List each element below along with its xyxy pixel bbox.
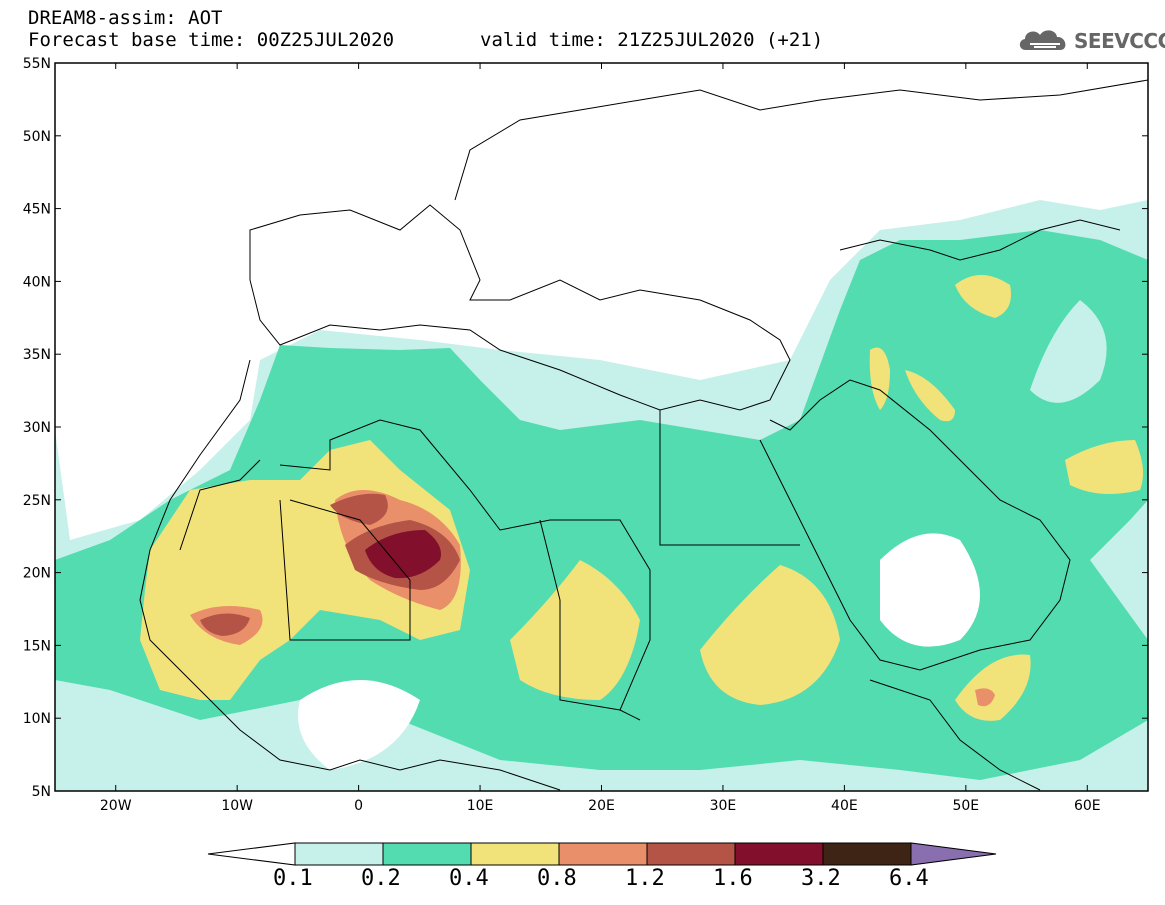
aot-band-0-4 — [905, 370, 955, 422]
map-title: DREAM8-assim: AOT — [28, 7, 223, 29]
seevccc-logo: SEEVCCC — [1016, 24, 1165, 58]
latitude-label: 5N — [32, 784, 51, 800]
latitude-label: 15N — [23, 638, 51, 654]
longitude-label: 50E — [952, 798, 979, 814]
colorbar-min-arrow — [207, 842, 296, 866]
longitude-label: 40E — [831, 798, 858, 814]
cloud-icon — [1019, 30, 1066, 50]
colorbar-swatch — [382, 842, 472, 866]
colorbar-label: 0.1 — [273, 866, 313, 891]
longitude-label: 20E — [588, 798, 615, 814]
colorbar-label: 1.2 — [625, 866, 665, 891]
latitude-label: 25N — [23, 493, 51, 509]
aot-band-0-4 — [1065, 440, 1144, 494]
latitude-label: 10N — [23, 711, 51, 727]
latitude-label: 45N — [23, 202, 51, 218]
latitude-label: 30N — [23, 420, 51, 436]
longitude-label: 10W — [221, 798, 253, 814]
aot-band-1-6 — [365, 530, 441, 579]
colorbar-swatch — [646, 842, 736, 866]
colorbar-swatch — [734, 842, 824, 866]
latitude-labels: 55N 50N 45N 40N 35N 30N 25N 20N 15N 10N 5N — [23, 56, 51, 800]
aot-gap-region — [880, 533, 980, 647]
latitude-label: 20N — [23, 566, 51, 582]
forecast-base-time: Forecast base time: 00Z25JUL2020 — [28, 29, 395, 51]
aot-band-0-4 — [700, 565, 840, 705]
colorbar-max-arrow — [910, 842, 997, 866]
aot-band-0-4 — [955, 275, 1011, 318]
colorbar-label: 0.2 — [361, 866, 401, 891]
longitude-label: 10E — [467, 798, 494, 814]
latitude-label: 55N — [23, 56, 51, 72]
colorbar-label: 1.6 — [713, 866, 753, 891]
longitude-label: 30E — [710, 798, 737, 814]
aot-band-0-4 — [510, 560, 640, 700]
latitude-label: 40N — [23, 274, 51, 290]
longitude-labels: 20W 10W 0 10E 20E 30E 40E 50E 60E — [100, 798, 1101, 814]
aot-band-0-8 — [975, 688, 995, 707]
colorbar-swatch — [470, 842, 560, 866]
colorbar — [207, 842, 997, 866]
coastlines — [139, 79, 1148, 791]
colorbar-swatch — [822, 842, 912, 866]
colorbar-label: 0.8 — [537, 866, 577, 891]
aot-band-0-4 — [955, 654, 1031, 721]
aot-gap-region — [298, 680, 420, 770]
colorbar-swatch — [294, 842, 384, 866]
latitude-label: 50N — [23, 129, 51, 145]
aot-band-1-2 — [200, 613, 250, 636]
longitude-label: 60E — [1074, 798, 1101, 814]
colorbar-label: 0.4 — [449, 866, 489, 891]
longitude-label: 20W — [100, 798, 132, 814]
aot-contour-fields — [55, 200, 1148, 791]
colorbar-swatch — [558, 842, 648, 866]
colorbar-label: 6.4 — [889, 866, 929, 891]
aot-band-1-2 — [330, 493, 388, 525]
aot-gap-region — [1030, 300, 1107, 403]
longitude-label: 0 — [354, 798, 363, 814]
valid-time: valid time: 21Z25JUL2020 (+21) — [480, 29, 824, 51]
colorbar-label: 3.2 — [801, 866, 841, 891]
latitude-label: 35N — [23, 347, 51, 363]
logo-text: SEEVCCC — [1074, 29, 1165, 53]
axis-ticks — [55, 62, 1148, 792]
